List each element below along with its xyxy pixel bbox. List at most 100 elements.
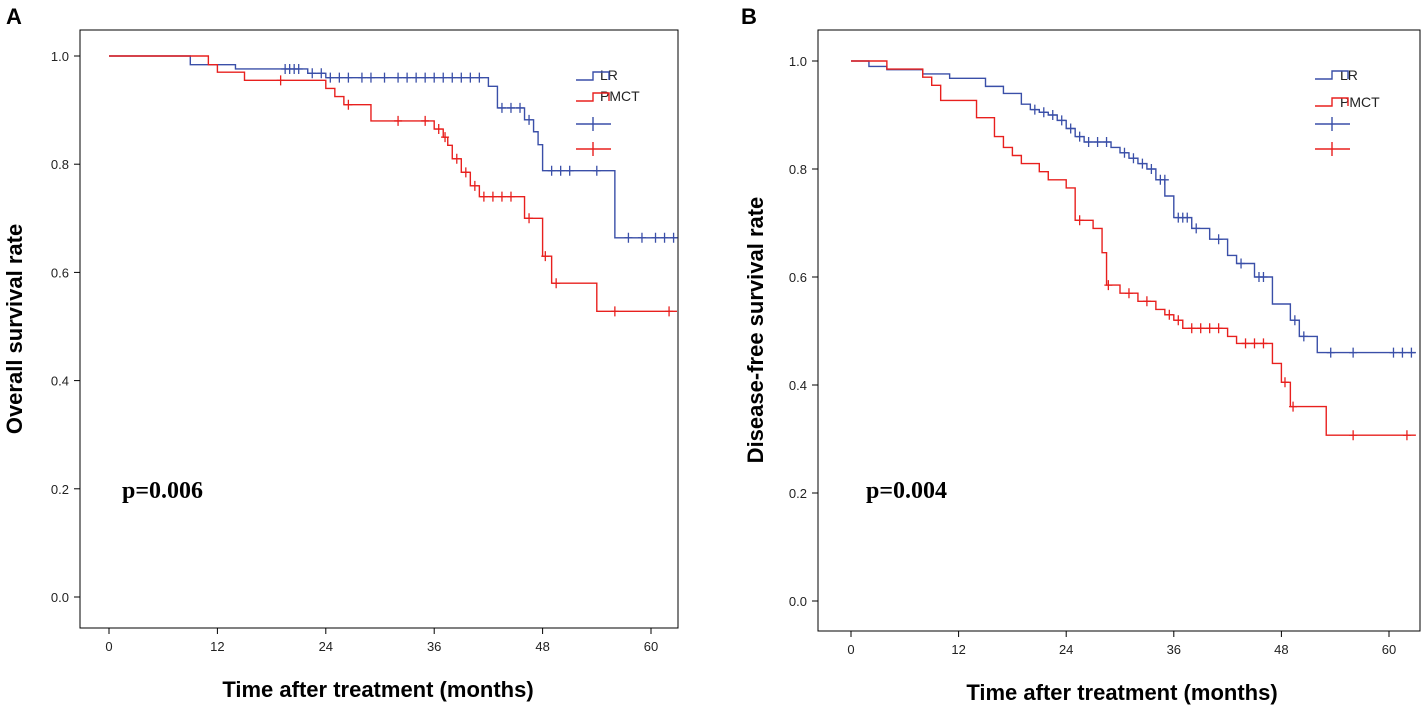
panel-a-x-tick-label: 0: [105, 639, 112, 654]
survival-curve-lr: [109, 55, 677, 239]
censor-mark-lr: [466, 72, 475, 83]
panel-a-legend-label-pmct: PMCT: [600, 88, 640, 104]
censor-mark-lr: [516, 102, 525, 113]
censor-mark-lr: [439, 72, 448, 83]
censor-mark-lr: [457, 72, 466, 83]
censor-mark-lr: [394, 72, 403, 83]
censor-mark-lr: [335, 72, 344, 83]
panel-a-y-tick-label: 1.0: [51, 49, 69, 64]
censor-mark-lr: [1183, 212, 1192, 223]
panel-b-y-tick-label: 0.2: [789, 486, 807, 501]
censor-mark-lr: [366, 72, 375, 83]
censor-mark-lr: [1290, 315, 1299, 326]
censor-mark-lr: [317, 68, 326, 79]
censor-mark-pmct: [1165, 309, 1174, 320]
legend-censor-swatch: [1315, 142, 1350, 156]
censor-mark-lr: [1398, 347, 1407, 358]
censor-mark-pmct: [1241, 338, 1250, 349]
censor-mark-lr: [556, 165, 565, 176]
panel-b-letter: B: [741, 4, 757, 29]
panel-a-p-value: p=0.006: [122, 478, 203, 504]
legend-censor-swatch: [1315, 117, 1350, 131]
censor-mark-pmct: [497, 191, 506, 202]
censor-mark-lr: [448, 72, 457, 83]
censor-mark-pmct: [344, 99, 353, 110]
survival-curve-pmct: [851, 60, 1416, 436]
panel-a-axis-ticks: 0 12 24 36 48 60 0.0 0.2 0.4 0.6 0.8 1.0: [51, 49, 658, 654]
panel-b-p-value: p=0.004: [866, 478, 947, 504]
censor-mark-pmct: [488, 191, 497, 202]
panel-a-y-tick-label: 0.0: [51, 590, 69, 605]
censor-mark-lr: [669, 232, 678, 243]
censor-mark-lr: [637, 232, 646, 243]
panel-b-axis-ticks: 0 12 24 36 48 60 0.0 0.2 0.4 0.6 0.8 1.0: [789, 54, 1396, 657]
panel-b: B 0 12 24 36 48 600.00.20.40.60.81.0 p=0.004 …: [741, 4, 1421, 705]
censor-mark-lr: [497, 102, 506, 113]
panel-a-y-axis-title: Overall survival rate: [2, 224, 27, 434]
censor-mark-pmct: [1289, 401, 1298, 412]
panel-b-legend-label-lr: LR: [1340, 67, 1358, 83]
censor-mark-lr: [1066, 123, 1075, 134]
censor-mark-pmct: [1142, 296, 1151, 307]
censor-mark-pmct: [1187, 323, 1196, 334]
censor-mark-lr: [1214, 234, 1223, 245]
censor-mark-lr: [344, 72, 353, 83]
survival-curve-lr: [851, 60, 1416, 354]
censor-mark-pmct: [1196, 323, 1205, 334]
panel-b-plot-frame: [817, 29, 1421, 632]
censor-mark-lr: [357, 72, 366, 83]
censor-mark-lr: [421, 72, 430, 83]
legend-censor-swatch: [576, 142, 611, 156]
censor-mark-pmct: [461, 167, 470, 178]
panel-b-x-tick-label: 12: [951, 642, 965, 657]
censor-mark-lr: [412, 72, 421, 83]
panel-a-y-tick-label: 0.8: [51, 157, 69, 172]
panel-b-y-tick-label: 0.6: [789, 270, 807, 285]
panel-b-x-tick-label: 48: [1274, 642, 1288, 657]
censor-mark-pmct: [1075, 215, 1084, 226]
censor-mark-pmct: [506, 191, 515, 202]
censor-mark-lr: [592, 165, 601, 176]
panel-b-y-tick-label: 1.0: [789, 54, 807, 69]
panel-a-x-tick-label: 24: [319, 639, 333, 654]
censor-mark-pmct: [479, 191, 488, 202]
censor-mark-lr: [1093, 137, 1102, 147]
censor-mark-lr: [506, 102, 515, 113]
censor-mark-pmct: [1250, 338, 1259, 349]
censor-mark-lr: [1147, 164, 1156, 174]
censor-mark-pmct: [610, 306, 619, 317]
censor-mark-lr: [1160, 174, 1169, 185]
panel-b-x-tick-label: 0: [847, 642, 854, 657]
censor-mark-pmct: [394, 115, 403, 126]
censor-mark-lr: [1299, 331, 1308, 342]
censor-mark-pmct: [1205, 323, 1214, 334]
censor-mark-lr: [430, 72, 439, 83]
panel-b-x-axis-title: Time after treatment (months): [966, 680, 1277, 705]
censor-mark-lr: [294, 63, 303, 74]
panel-a-x-tick-label: 12: [210, 639, 224, 654]
censor-mark-pmct: [1280, 377, 1289, 388]
censor-mark-pmct: [434, 124, 443, 135]
censor-mark-pmct: [276, 75, 285, 86]
censor-mark-lr: [624, 232, 633, 243]
panel-a-y-tick-label: 0.2: [51, 482, 69, 497]
censor-mark-lr: [1129, 153, 1138, 164]
panel-a-y-tick-label: 0.6: [51, 265, 69, 280]
panel-b-y-tick-label: 0.0: [789, 594, 807, 609]
censor-mark-lr: [1039, 107, 1048, 118]
censor-mark-pmct: [452, 153, 461, 164]
censor-mark-lr: [547, 165, 556, 176]
censor-mark-pmct: [525, 213, 534, 224]
censor-mark-lr: [1048, 110, 1057, 120]
panel-a-x-tick-label: 36: [427, 639, 441, 654]
censor-mark-pmct: [1104, 280, 1113, 291]
censor-mark-lr: [651, 232, 660, 243]
censor-mark-pmct: [1349, 430, 1358, 441]
censor-mark-pmct: [1124, 288, 1133, 299]
censor-mark-pmct: [552, 278, 561, 289]
censor-mark-pmct: [470, 180, 479, 191]
censor-mark-pmct: [421, 115, 430, 126]
censor-mark-lr: [380, 72, 389, 83]
censor-mark-lr: [1102, 137, 1111, 147]
censor-mark-lr: [1237, 258, 1246, 269]
